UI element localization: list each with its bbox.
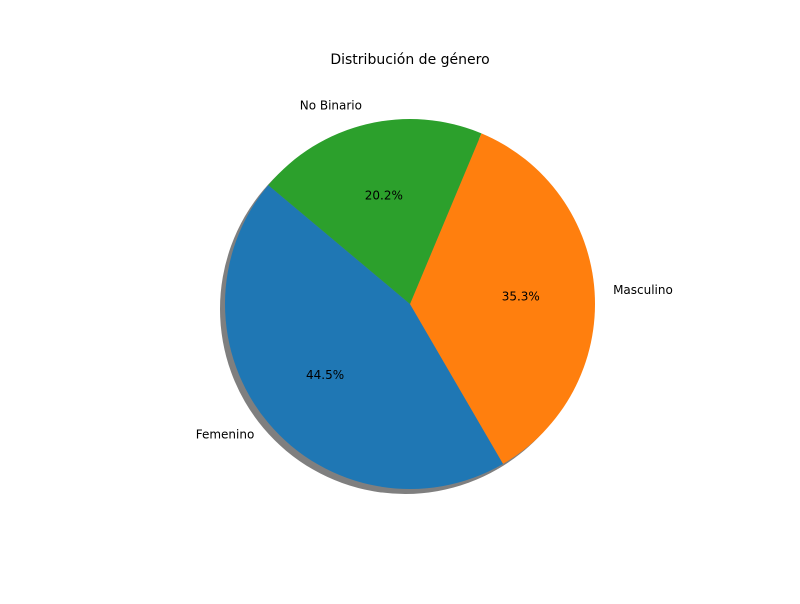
pie-percent-no-binario: 20.2% xyxy=(365,189,403,203)
pie-labels: Femenino 44.5% Masculino 35.3% No Binario 20.… xyxy=(196,99,673,442)
pie-label-femenino: Femenino xyxy=(196,428,255,442)
pie-slice-masculino xyxy=(410,133,595,464)
pie-slices xyxy=(224,119,595,489)
pie-percent-masculino: 35.3% xyxy=(502,289,540,303)
pie-slice-femenino xyxy=(224,185,504,489)
pie-percent-femenino: 44.5% xyxy=(306,368,344,382)
pie-label-masculino: Masculino xyxy=(613,283,673,297)
pie-label-no-binario: No Binario xyxy=(300,99,362,113)
pie-slice-no-binario xyxy=(268,119,482,304)
chart-title: Distribución de género xyxy=(330,52,489,68)
